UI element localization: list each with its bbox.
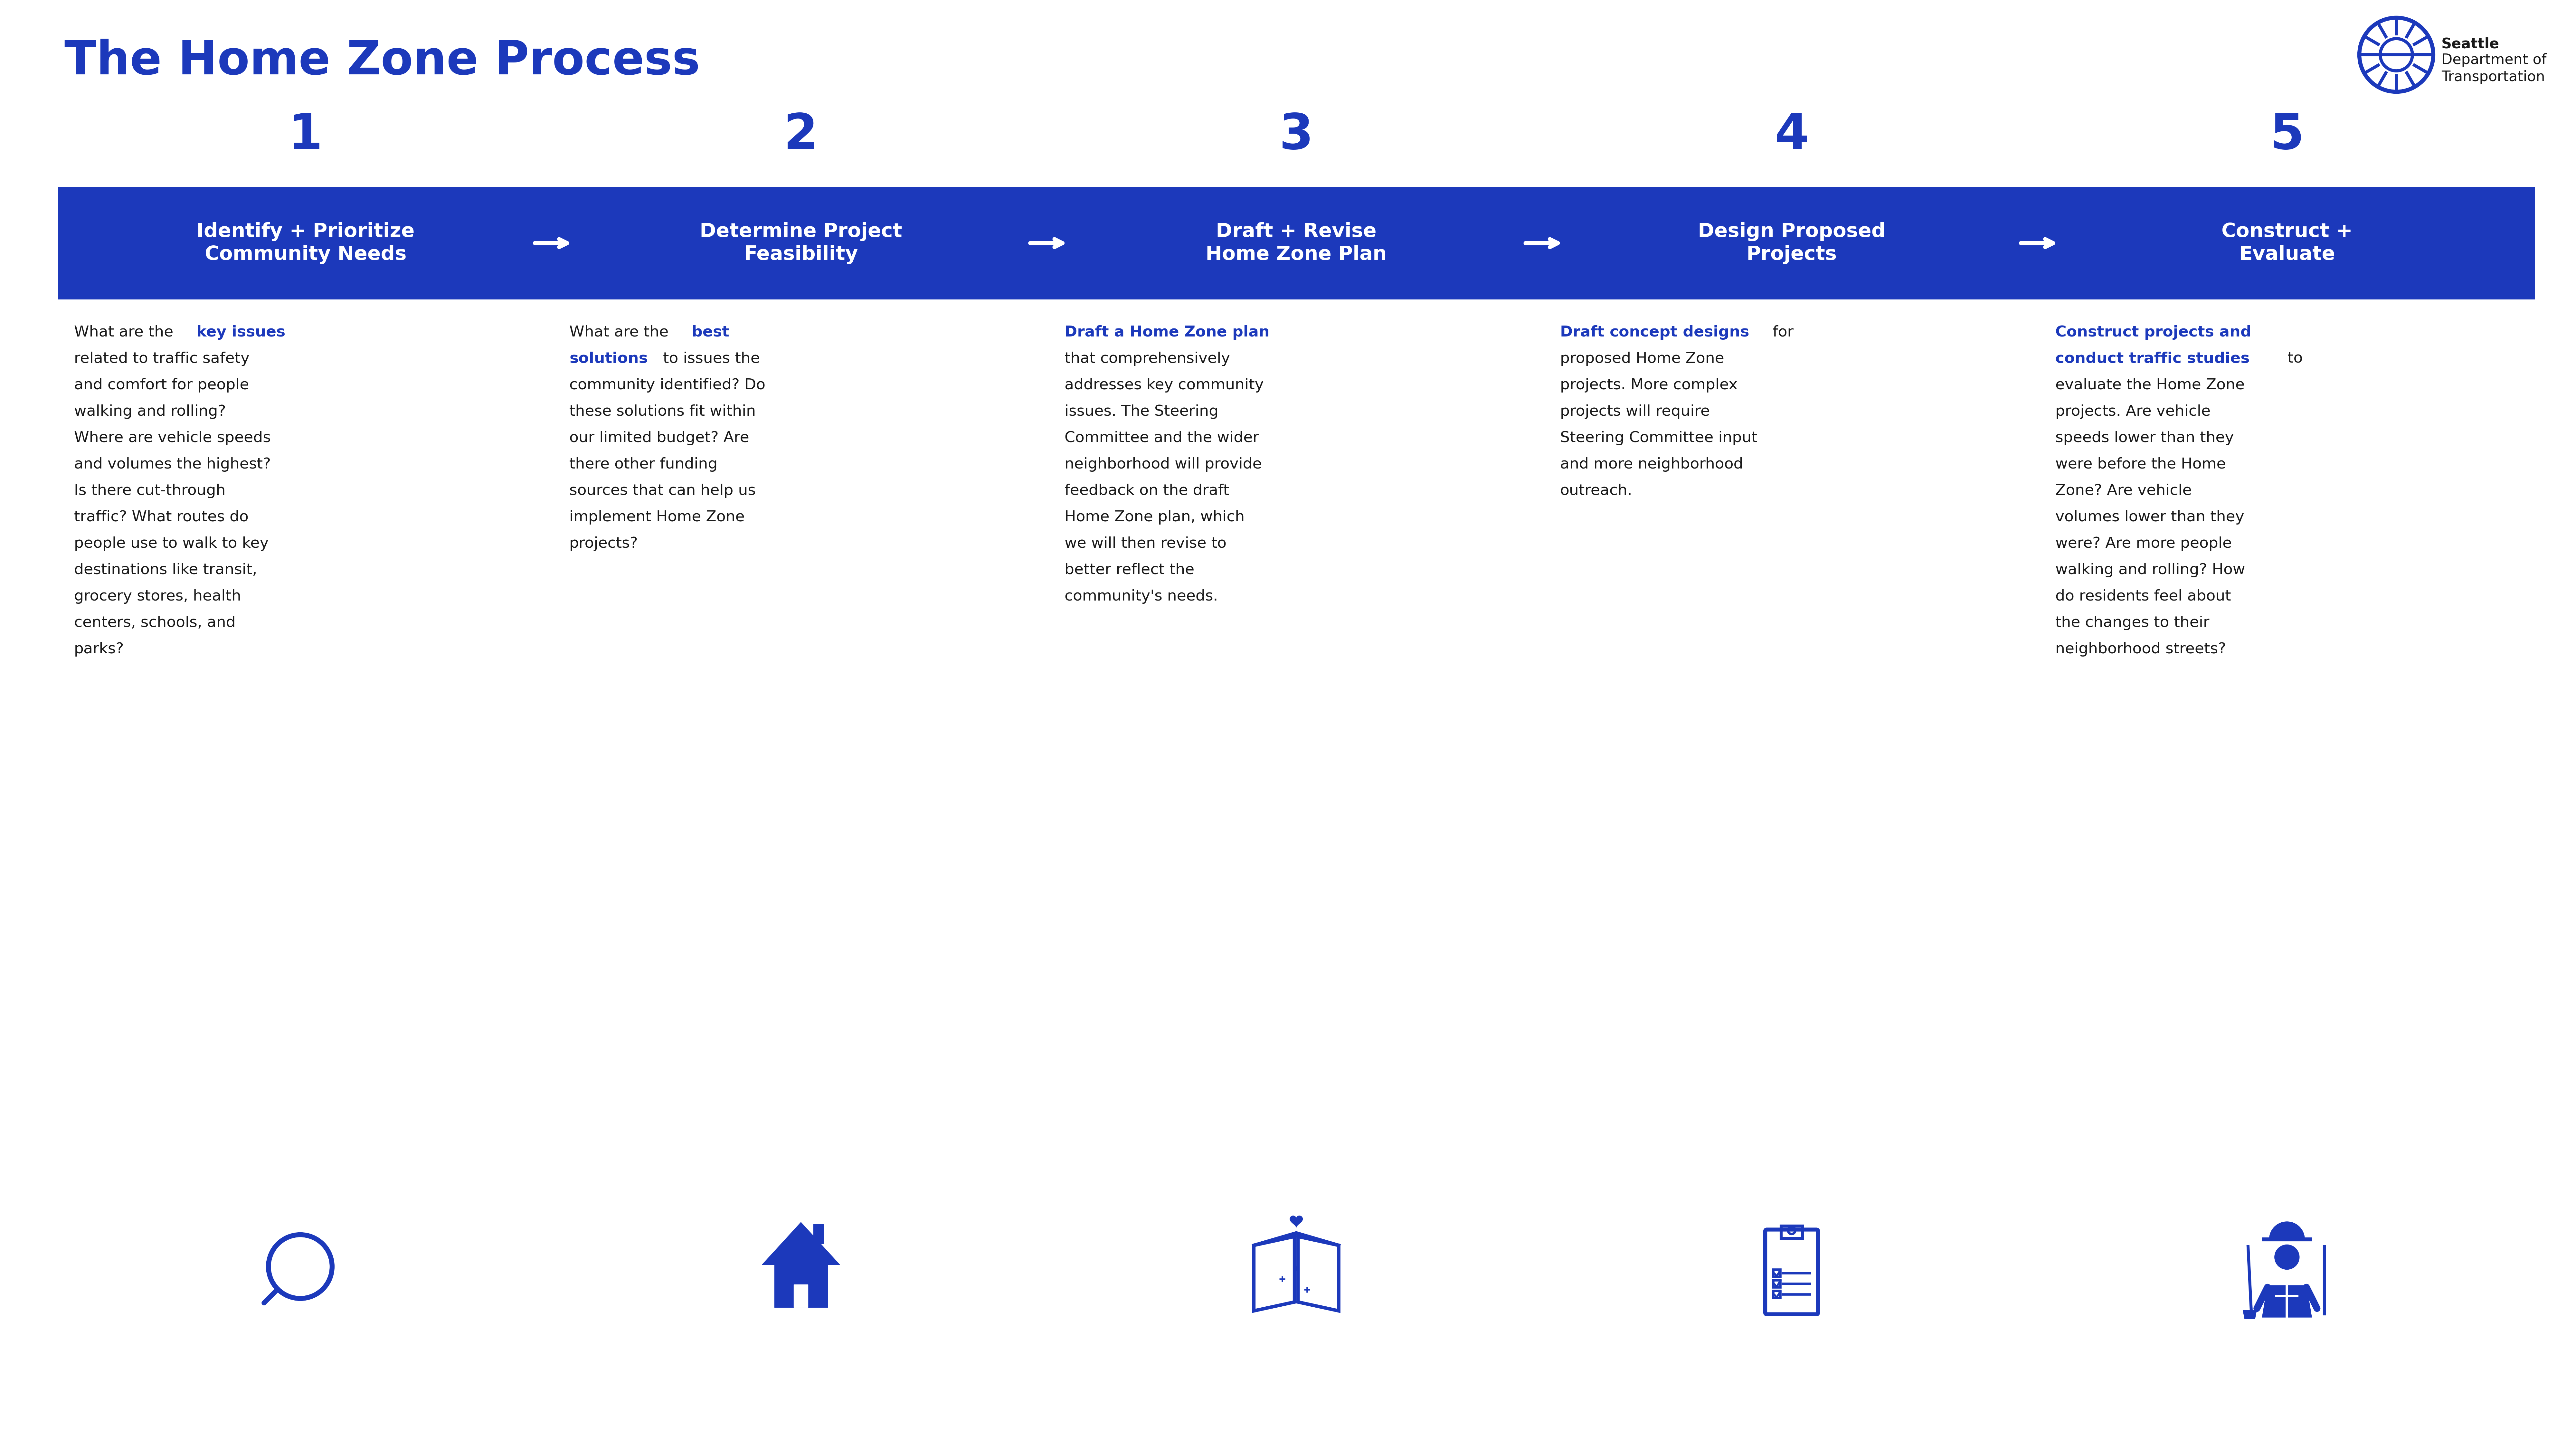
Text: 5: 5 xyxy=(2269,112,2303,159)
Bar xyxy=(1772,1291,1780,1298)
Text: better reflect the: better reflect the xyxy=(1064,562,1195,577)
Text: related to traffic safety: related to traffic safety xyxy=(75,352,250,367)
Text: Determine Project
Feasibility: Determine Project Feasibility xyxy=(701,222,902,264)
Text: there other funding: there other funding xyxy=(569,458,719,472)
Text: Is there cut-through: Is there cut-through xyxy=(75,484,227,498)
Text: destinations like transit,: destinations like transit, xyxy=(75,562,258,577)
Text: implement Home Zone: implement Home Zone xyxy=(569,510,744,525)
Text: Construct +
Evaluate: Construct + Evaluate xyxy=(2221,222,2352,264)
Text: these solutions fit within: these solutions fit within xyxy=(569,404,755,419)
Text: volumes lower than they: volumes lower than they xyxy=(2056,510,2244,525)
Text: Zone? Are vehicle: Zone? Are vehicle xyxy=(2056,484,2192,498)
Text: parks?: parks? xyxy=(75,642,124,656)
Text: do residents feel about: do residents feel about xyxy=(2056,590,2231,604)
Text: that comprehensively: that comprehensively xyxy=(1064,352,1231,367)
Text: evaluate the Home Zone: evaluate the Home Zone xyxy=(2056,378,2244,393)
Polygon shape xyxy=(2262,1285,2311,1317)
Text: to: to xyxy=(2282,352,2303,367)
Text: Draft + Revise
Home Zone Plan: Draft + Revise Home Zone Plan xyxy=(1206,222,1386,264)
Text: grocery stores, health: grocery stores, health xyxy=(75,590,242,604)
Text: Draft concept designs: Draft concept designs xyxy=(1561,325,1749,339)
Text: solutions: solutions xyxy=(569,352,647,367)
Bar xyxy=(775,1264,827,1307)
Text: traffic? What routes do: traffic? What routes do xyxy=(75,510,247,525)
Text: Where are vehicle speeds: Where are vehicle speeds xyxy=(75,430,270,445)
Text: Draft a Home Zone plan: Draft a Home Zone plan xyxy=(1064,325,1270,339)
Text: the changes to their: the changes to their xyxy=(2056,616,2210,630)
Text: Construct projects and: Construct projects and xyxy=(2056,325,2251,339)
Text: best: best xyxy=(693,325,729,339)
Text: 2: 2 xyxy=(783,112,819,159)
Text: The Home Zone Process: The Home Zone Process xyxy=(64,39,701,84)
Text: feedback on the draft: feedback on the draft xyxy=(1064,484,1229,498)
Text: neighborhood will provide: neighborhood will provide xyxy=(1064,458,1262,472)
Text: we will then revise to: we will then revise to xyxy=(1064,536,1226,551)
Text: to issues the: to issues the xyxy=(659,352,760,367)
Text: proposed Home Zone: proposed Home Zone xyxy=(1561,352,1723,367)
Text: What are the: What are the xyxy=(569,325,672,339)
Text: projects will require: projects will require xyxy=(1561,404,1710,419)
Text: speeds lower than they: speeds lower than they xyxy=(2056,430,2233,445)
Text: were? Are more people: were? Are more people xyxy=(2056,536,2231,551)
Text: projects. More complex: projects. More complex xyxy=(1561,378,1739,393)
Text: projects. Are vehicle: projects. Are vehicle xyxy=(2056,404,2210,419)
Text: What are the: What are the xyxy=(75,325,178,339)
Text: addresses key community: addresses key community xyxy=(1064,378,1265,393)
Text: people use to walk to key: people use to walk to key xyxy=(75,536,268,551)
Polygon shape xyxy=(762,1223,840,1265)
Text: issues. The Steering: issues. The Steering xyxy=(1064,404,1218,419)
Text: and volumes the highest?: and volumes the highest? xyxy=(75,458,270,472)
Text: sources that can help us: sources that can help us xyxy=(569,484,755,498)
Text: and comfort for people: and comfort for people xyxy=(75,378,250,393)
Text: Department of
Transportation: Department of Transportation xyxy=(2442,54,2548,84)
Text: community's needs.: community's needs. xyxy=(1064,590,1218,604)
Bar xyxy=(814,1224,824,1243)
Text: and more neighborhood: and more neighborhood xyxy=(1561,458,1744,472)
Bar xyxy=(793,1284,809,1307)
Polygon shape xyxy=(1291,1216,1303,1227)
Bar xyxy=(1772,1269,1780,1277)
Text: 4: 4 xyxy=(1775,112,1808,159)
Text: community identified? Do: community identified? Do xyxy=(569,378,765,393)
Text: projects?: projects? xyxy=(569,536,639,551)
Text: 1: 1 xyxy=(289,112,322,159)
Circle shape xyxy=(2275,1245,2300,1269)
Text: conduct traffic studies: conduct traffic studies xyxy=(2056,352,2249,367)
Text: centers, schools, and: centers, schools, and xyxy=(75,616,234,630)
Text: 3: 3 xyxy=(1280,112,1314,159)
Bar xyxy=(57,187,2535,300)
Text: Identify + Prioritize
Community Needs: Identify + Prioritize Community Needs xyxy=(196,222,415,264)
Text: Seattle: Seattle xyxy=(2442,38,2499,51)
Wedge shape xyxy=(2269,1222,2306,1239)
Text: key issues: key issues xyxy=(196,325,286,339)
Bar xyxy=(1780,1226,1803,1239)
Text: for: for xyxy=(1767,325,1793,339)
Text: our limited budget? Are: our limited budget? Are xyxy=(569,430,750,445)
Text: Committee and the wider: Committee and the wider xyxy=(1064,430,1260,445)
Text: outreach.: outreach. xyxy=(1561,484,1633,498)
Text: walking and rolling? How: walking and rolling? How xyxy=(2056,562,2246,577)
Text: were before the Home: were before the Home xyxy=(2056,458,2226,472)
Text: Home Zone plan, which: Home Zone plan, which xyxy=(1064,510,1244,525)
Text: Design Proposed
Projects: Design Proposed Projects xyxy=(1698,222,1886,264)
Text: walking and rolling?: walking and rolling? xyxy=(75,404,227,419)
Polygon shape xyxy=(2244,1310,2257,1319)
Text: Steering Committee input: Steering Committee input xyxy=(1561,430,1757,445)
Text: neighborhood streets?: neighborhood streets? xyxy=(2056,642,2226,656)
Bar xyxy=(1772,1281,1780,1288)
